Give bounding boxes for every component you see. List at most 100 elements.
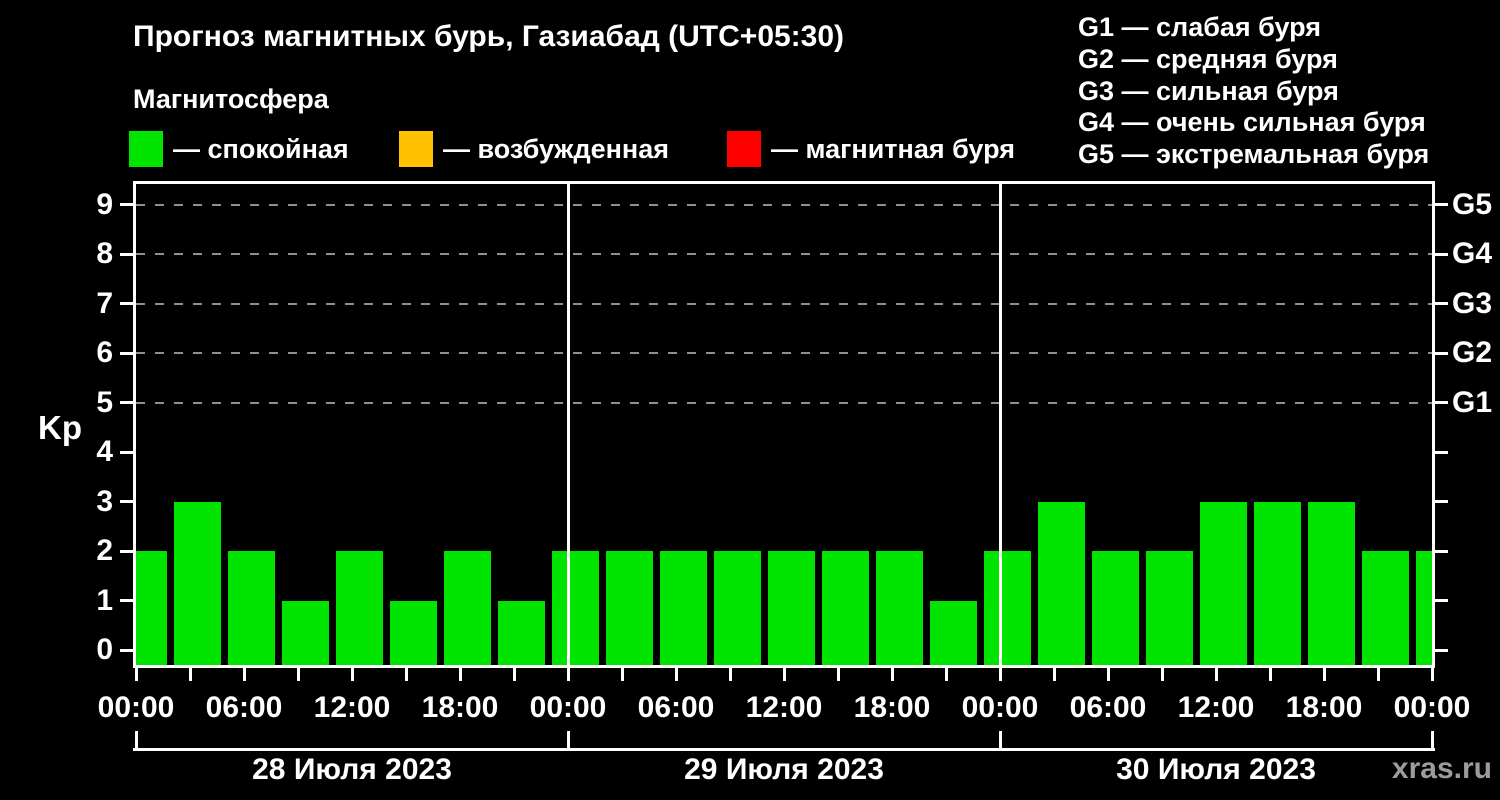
day-bracket-tick-0 — [134, 731, 138, 751]
plot-area-inner — [136, 184, 1432, 665]
x-time-label-12: 00:00 — [1393, 691, 1471, 724]
x-tick-24h — [566, 665, 570, 681]
y-tick-right-0 — [1435, 648, 1448, 652]
x-tick-63h — [1268, 665, 1272, 681]
x-time-label-7: 18:00 — [853, 691, 931, 724]
x-tick-39h — [836, 665, 840, 681]
x-tick-15h — [404, 665, 408, 681]
x-tick-9h — [296, 665, 300, 681]
kp-bar-17 — [1038, 501, 1085, 665]
x-tick-21h — [512, 665, 516, 681]
kp-bar-15 — [930, 600, 977, 665]
page-title: Прогноз магнитных бурь, Газиабад (UTC+05… — [133, 20, 845, 53]
right-axis-label-G3: G3 — [1452, 286, 1493, 320]
x-tick-27h — [620, 665, 624, 681]
gridline-kp8 — [136, 253, 1432, 255]
y-tick-right-9 — [1435, 203, 1448, 206]
x-time-label-10: 12:00 — [1177, 691, 1255, 724]
right-axis-label-G2: G2 — [1452, 336, 1493, 369]
day-separator-1 — [998, 184, 1002, 665]
y-tick-right-2 — [1435, 549, 1448, 553]
y-axis-label-1: 1 — [96, 583, 113, 617]
x-time-label-2: 12:00 — [313, 691, 391, 724]
y-tick-left-3 — [120, 500, 133, 503]
kp-bar-3 — [282, 600, 329, 665]
day-bracket-tick-2 — [998, 731, 1002, 751]
x-tick-66h — [1322, 665, 1326, 681]
y-tick-right-4 — [1435, 450, 1448, 454]
x-time-label-5: 06:00 — [637, 691, 715, 724]
g-scale-legend: G1 — слабая буря G2 — средняя буря G3 — си… — [1078, 12, 1429, 171]
kp-bar-24 — [1416, 551, 1432, 665]
kp-bar-6 — [444, 551, 491, 665]
legend-swatch-0 — [129, 131, 163, 167]
y-axis-title: Kp — [38, 409, 82, 446]
kp-bar-23 — [1362, 551, 1409, 665]
y-tick-left-4 — [120, 450, 133, 454]
kp-bar-0 — [136, 551, 167, 665]
kp-bar-19 — [1146, 551, 1193, 665]
x-time-label-0: 00:00 — [97, 691, 175, 724]
kp-bar-22 — [1308, 501, 1355, 665]
g-legend-line-4: G5 — экстремальная буря — [1078, 139, 1430, 170]
x-tick-30h — [674, 665, 678, 681]
kp-bar-16 — [984, 551, 1031, 665]
x-tick-12h — [350, 665, 354, 681]
kp-bar-1 — [174, 501, 221, 665]
date-label-2: 30 Июля 2023 — [1116, 753, 1316, 786]
y-tick-left-9 — [120, 203, 133, 206]
x-tick-69h — [1376, 665, 1380, 681]
x-tick-0h — [134, 665, 138, 681]
legend-label-1: — возбужденная — [443, 134, 669, 164]
gridline-kp5 — [136, 401, 1432, 404]
x-time-label-1: 06:00 — [205, 691, 283, 724]
legend-swatch-2 — [727, 131, 761, 167]
x-tick-48h — [998, 665, 1002, 681]
x-tick-72h — [1430, 665, 1434, 681]
kp-bar-8 — [552, 551, 599, 665]
plot-area — [133, 181, 1435, 668]
y-axis-label-7: 7 — [96, 286, 113, 320]
y-tick-left-6 — [120, 351, 133, 355]
y-axis-label-6: 6 — [96, 336, 113, 369]
y-axis-label-9: 9 — [96, 187, 113, 221]
y-tick-left-2 — [120, 549, 133, 553]
g-legend-line-0: G1 — слабая буря — [1078, 12, 1322, 42]
x-time-label-3: 18:00 — [421, 691, 499, 724]
kp-bar-4 — [336, 551, 383, 665]
kp-bar-5 — [390, 600, 437, 665]
x-tick-60h — [1214, 665, 1218, 681]
gridline-kp9 — [136, 203, 1432, 206]
kp-bar-7 — [498, 600, 545, 665]
x-time-label-8: 00:00 — [961, 691, 1039, 724]
right-axis-label-G1: G1 — [1452, 385, 1493, 419]
y-tick-left-5 — [120, 401, 133, 404]
x-tick-33h — [728, 665, 732, 681]
y-tick-left-1 — [120, 599, 133, 602]
kp-bar-11 — [714, 551, 761, 665]
kp-bar-9 — [606, 551, 653, 665]
chart-subtitle: Магнитосфера — [133, 84, 329, 114]
x-time-label-4: 00:00 — [529, 691, 607, 724]
x-tick-54h — [1106, 665, 1110, 681]
g-legend-line-2: G3 — сильная буря — [1078, 75, 1339, 106]
g-legend-line-3: G4 — очень сильная буря — [1078, 107, 1426, 138]
x-tick-51h — [1052, 665, 1056, 681]
date-label-1: 29 Июля 2023 — [684, 753, 884, 786]
legend-swatch-1 — [399, 131, 433, 167]
x-tick-6h — [242, 665, 246, 681]
x-tick-45h — [944, 665, 948, 681]
gridline-kp6 — [136, 352, 1432, 354]
kp-bar-2 — [228, 551, 275, 665]
y-axis-label-3: 3 — [96, 484, 113, 518]
kp-bar-20 — [1200, 501, 1247, 665]
legend-label-2: — магнитная буря — [771, 134, 1015, 164]
kp-bar-21 — [1254, 501, 1301, 665]
date-label-0: 28 Июля 2023 — [252, 753, 452, 786]
x-tick-18h — [458, 665, 462, 681]
right-axis-label-G4: G4 — [1452, 237, 1493, 270]
y-tick-left-7 — [120, 302, 133, 305]
day-separator-0 — [566, 184, 570, 665]
x-tick-42h — [890, 665, 894, 681]
